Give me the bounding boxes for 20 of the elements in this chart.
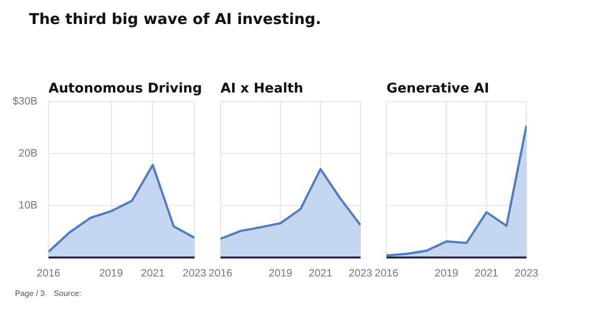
x-tick-label: 2021 (474, 268, 498, 280)
x-tick-label: 2016 (374, 268, 398, 280)
text: The third big wave of AI investing. (29, 9, 322, 30)
chart-title: AI x Health (220, 82, 304, 96)
x-tick-label: 2019 (434, 268, 458, 280)
y-tick-label: $30B (12, 96, 38, 108)
x-tick-label: 2023 (182, 268, 206, 280)
x-tick-label: 2019 (99, 268, 123, 280)
x-tick-label: 2016 (208, 268, 232, 280)
x-tick-label: 2016 (36, 268, 60, 280)
x-tick-label: 2021 (140, 268, 165, 280)
text: Page / 3 Source: (15, 289, 82, 298)
chart-title: Generative AI (386, 82, 490, 96)
y-tick-label: 20B (18, 148, 38, 160)
chart-title: Autonomous Driving (48, 82, 202, 96)
y-tick-label: 10B (18, 200, 38, 212)
x-tick-label: 2023 (514, 268, 538, 280)
x-tick-label: 2019 (268, 268, 292, 280)
x-tick-label: 2021 (308, 268, 332, 280)
x-tick-label: 2023 (348, 268, 372, 280)
